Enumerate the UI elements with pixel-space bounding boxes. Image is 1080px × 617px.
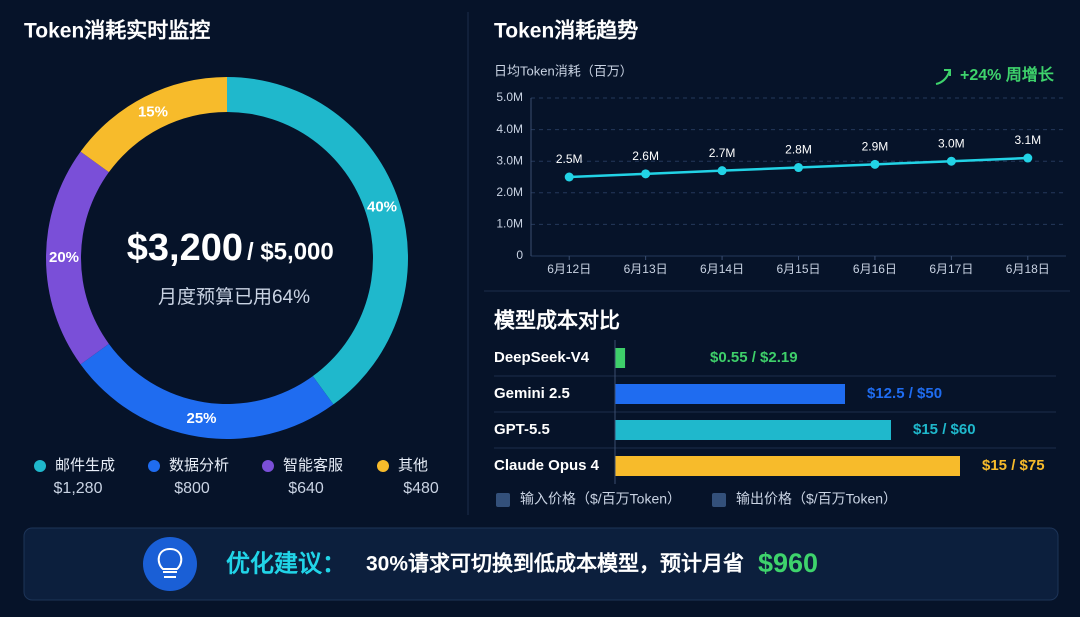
legend-label: 输入价格（$/百万Token）: [520, 491, 681, 507]
trend-arrow: [935, 69, 951, 85]
legend-dot: [262, 460, 274, 472]
point: [946, 156, 956, 166]
bar: [615, 348, 626, 368]
bulb-icon: [157, 547, 183, 578]
legend-dot: [377, 460, 389, 472]
x-tick-label: 6月15日: [776, 262, 820, 276]
legend-amount: $1,280: [54, 480, 103, 497]
segment-label: 20%: [49, 249, 79, 266]
chart-title: Token消耗趋势: [494, 19, 638, 43]
x-tick-label: 6月17日: [929, 262, 973, 276]
x-tick-label: 6月14日: [700, 262, 744, 276]
category-label: DeepSeek-V4: [494, 349, 590, 366]
data-label: 3.0M: [938, 136, 965, 150]
x-tick-label: 6月13日: [624, 262, 668, 276]
center-label: 月度预算已用64%: [158, 286, 310, 308]
y-tick-label: 1.0M: [496, 217, 523, 231]
tip-amount: $960: [758, 548, 818, 578]
bar: [615, 420, 891, 440]
x-tick-label: 6月16日: [853, 262, 897, 276]
legend-dot: [148, 460, 160, 472]
data-label: 2.8M: [785, 143, 812, 157]
legend-amount: $800: [174, 480, 210, 497]
y-tick-label: 5.0M: [496, 90, 523, 104]
legend-dot: [34, 460, 46, 472]
point: [641, 169, 651, 179]
legend-swatch: [712, 493, 726, 507]
segment-label: 25%: [186, 410, 216, 427]
y-tick-label: 0: [516, 248, 523, 262]
point: [870, 159, 880, 169]
y-tick-label: 3.0M: [496, 153, 523, 167]
legend-swatch: [496, 493, 510, 507]
legend-amount: $480: [403, 480, 439, 497]
legend-label: 数据分析: [169, 457, 229, 474]
point: [564, 172, 574, 182]
chart-title: 模型成本对比: [494, 309, 620, 333]
donut-segment: [227, 77, 409, 405]
category-label: GPT-5.5: [494, 421, 550, 438]
category-label: Gemini 2.5: [494, 385, 570, 402]
data-label: 2.6M: [632, 149, 659, 163]
data-label: 2.9M: [862, 140, 889, 154]
bar: [615, 384, 845, 404]
x-tick-label: 6月12日: [547, 262, 591, 276]
tip-text: 30%请求可切换到低成本模型，预计月省: [366, 552, 744, 576]
bar-label: $15 / $60: [913, 421, 976, 438]
center-value: $3,200: [127, 227, 243, 269]
annotation: +24% 周增长: [960, 65, 1055, 84]
legend-label: 其他: [398, 457, 428, 474]
legend-label: 输出价格（$/百万Token）: [736, 491, 897, 507]
donut-segment: [80, 77, 227, 173]
segment-label: 15%: [138, 104, 168, 121]
x-tick-label: 6月18日: [1006, 262, 1050, 276]
center-total: / $5,000: [247, 238, 334, 265]
point: [794, 163, 803, 173]
y-axis-label: 日均Token消耗（百万）: [494, 63, 633, 78]
point: [1023, 153, 1033, 163]
category-label: Claude Opus 4: [494, 457, 600, 474]
tip-label: 优化建议：: [226, 549, 346, 577]
y-tick-label: 4.0M: [496, 122, 523, 136]
bar-label: $15 / $75: [982, 457, 1045, 474]
legend-amount: $640: [288, 480, 324, 497]
point: [717, 166, 727, 176]
y-tick-label: 2.0M: [496, 185, 523, 199]
legend-label: 邮件生成: [55, 457, 115, 474]
data-label: 3.1M: [1014, 133, 1041, 147]
donut-segment: [45, 151, 109, 365]
bar: [615, 456, 960, 476]
donut-segment: [80, 343, 334, 439]
chart-title: Token消耗实时监控: [24, 19, 210, 43]
data-label: 2.7M: [709, 146, 736, 160]
segment-label: 40%: [367, 199, 397, 216]
legend-label: 智能客服: [283, 456, 343, 474]
data-label: 2.5M: [556, 152, 583, 166]
bar-label: $12.5 / $50: [867, 385, 942, 402]
bar-label: $0.55 / $2.19: [710, 349, 798, 366]
bulb-icon: [143, 537, 197, 591]
tip-banner: [23, 527, 1059, 601]
